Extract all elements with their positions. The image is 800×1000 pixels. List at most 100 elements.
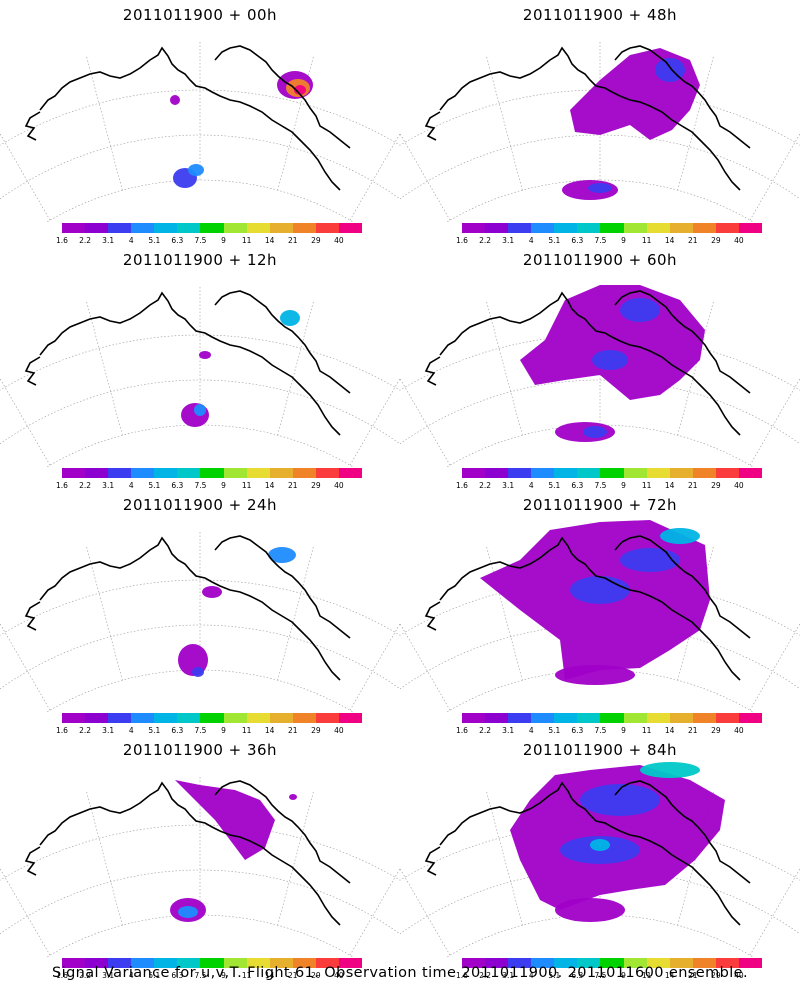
colorbar-swatch (154, 468, 178, 478)
colorbar-label: 7.5 (194, 726, 207, 735)
colorbar-swatch (85, 468, 109, 478)
colorbar-label: 4 (128, 236, 134, 245)
coastline (424, 535, 751, 681)
colorbar-label: 40 (334, 481, 344, 490)
colorbar-swatch (177, 468, 201, 478)
longitude-gridline (485, 544, 523, 681)
map-plot (400, 285, 800, 467)
colorbar-swatch (292, 468, 316, 478)
colorbar-swatch (131, 468, 155, 478)
colorbar-swatch (738, 713, 763, 723)
latitude-gridline (0, 824, 400, 881)
colorbar-swatch (85, 713, 109, 723)
colorbar-label: 3.1 (102, 236, 115, 245)
panel-title: 2011011900 + 12h (122, 251, 278, 269)
colorbar-label: 3.1 (502, 726, 515, 735)
colorbar-label: 6.3 (171, 236, 184, 245)
colorbar-swatch (269, 223, 293, 233)
colorbar-swatch (131, 223, 155, 233)
colorbar-swatch (623, 713, 647, 723)
panel-title: 2011011900 + 72h (522, 496, 678, 514)
colorbar-swatch (246, 223, 270, 233)
colorbar-label: 40 (334, 236, 344, 245)
colorbar-label: 14 (664, 481, 675, 490)
colorbar-label: 7.5 (594, 236, 607, 245)
colorbar (62, 468, 363, 478)
variance-region (583, 426, 607, 438)
map-plot (0, 40, 400, 222)
colorbar-label: 9 (621, 971, 626, 980)
colorbar-label: 4 (128, 971, 134, 980)
colorbar-swatch (200, 958, 224, 968)
colorbar-label: 1.6 (56, 481, 68, 490)
variance-region (280, 310, 300, 326)
colorbar-swatch (692, 223, 716, 233)
colorbar-swatch (715, 468, 739, 478)
colorbar-labels: 1.6 2.2 3.1 4 5.1 6.3 7.5 9 11 14 21 29 40 (56, 481, 362, 491)
colorbar-label: 40 (334, 971, 344, 980)
longitude-gridline (677, 299, 715, 436)
colorbar-label: 2.2 (479, 236, 492, 245)
colorbar-swatch (292, 223, 316, 233)
colorbar-label: 9 (621, 481, 626, 490)
colorbar (462, 713, 763, 723)
colorbar-swatch (577, 958, 601, 968)
colorbar-swatch (223, 223, 247, 233)
longitude-gridline (400, 132, 451, 221)
variance-region (570, 576, 630, 604)
colorbar-label: 9 (621, 236, 626, 245)
variance-region (175, 780, 275, 860)
coastline (24, 780, 351, 926)
map-panel: 2011011900 + 48h 1.6 2.2 3.1 4 5.1 6.3 7.5 9 11 14… (400, 0, 800, 245)
variance-region (588, 183, 612, 193)
colorbar-label: 29 (711, 236, 721, 245)
colorbar-label: 1.6 (56, 236, 68, 245)
colorbar-label: 21 (687, 726, 698, 735)
variance-region (640, 762, 700, 778)
latitude-gridline (400, 134, 800, 200)
panel-title: 2011011900 + 60h (522, 251, 678, 269)
colorbar-swatch (646, 713, 670, 723)
map-panel: 2011011900 + 36h 1.6 2.2 3.1 4 5.1 6.3 7.5 9 11 14… (0, 735, 400, 980)
coastline (424, 290, 751, 436)
longitude-gridline (0, 132, 51, 221)
colorbar-swatch (531, 468, 555, 478)
longitude-gridline (749, 377, 800, 466)
colorbar-label: 4 (128, 481, 134, 490)
colorbar-label: 9 (221, 726, 226, 735)
colorbar-label: 4 (528, 971, 534, 980)
colorbar-label: 21 (687, 236, 698, 245)
colorbar-label: 5.1 (148, 726, 161, 735)
colorbar-swatch (554, 958, 578, 968)
colorbar-label: 2.2 (479, 726, 492, 735)
colorbar-swatch (462, 713, 486, 723)
coastline (24, 290, 351, 436)
colorbar-swatch (154, 713, 178, 723)
colorbar-label: 21 (287, 971, 298, 980)
colorbar-swatch (600, 468, 624, 478)
variance-region (592, 350, 628, 370)
colorbar-swatch (338, 468, 363, 478)
map-plot (0, 530, 400, 712)
colorbar-label: 14 (264, 236, 275, 245)
colorbar-swatch (315, 958, 339, 968)
colorbar-label: 1.6 (456, 481, 468, 490)
coastline (424, 780, 751, 926)
colorbar-swatch (246, 713, 270, 723)
colorbar-swatch (577, 468, 601, 478)
colorbar-swatch (177, 713, 201, 723)
colorbar-swatch (715, 958, 739, 968)
colorbar-label: 6.3 (571, 971, 584, 980)
colorbar-label: 6.3 (171, 726, 184, 735)
latitude-gridline (400, 624, 800, 690)
colorbar-label: 5.1 (148, 236, 161, 245)
colorbar-swatch (338, 223, 363, 233)
colorbar-label: 40 (734, 236, 744, 245)
colorbar-swatch (623, 223, 647, 233)
latitude-gridline (0, 134, 400, 200)
latitude-gridline (46, 179, 354, 222)
colorbar-label: 9 (221, 236, 226, 245)
colorbar-label: 9 (221, 971, 226, 980)
colorbar-label: 3.1 (102, 726, 115, 735)
colorbar-swatch (154, 223, 178, 233)
